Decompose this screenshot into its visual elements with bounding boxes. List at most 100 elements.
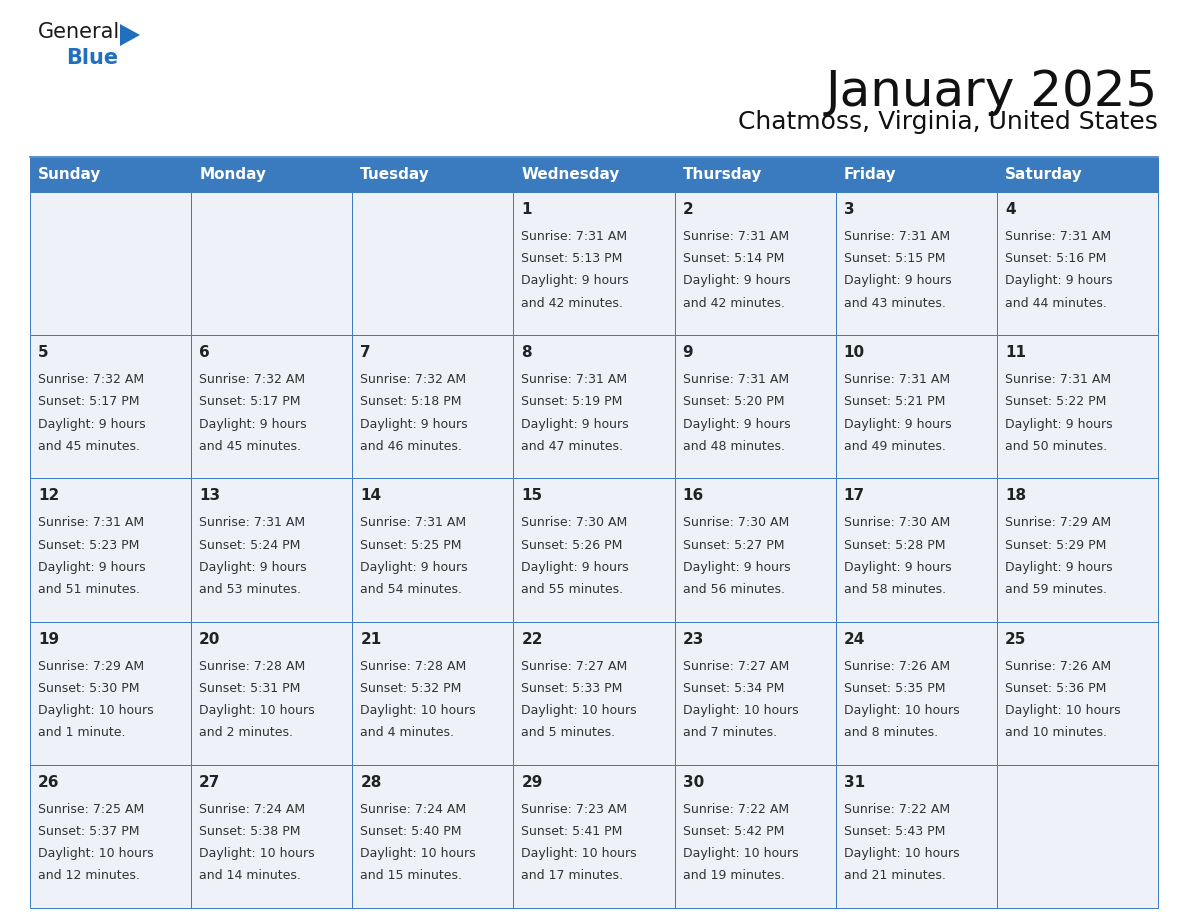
Text: Sunday: Sunday bbox=[38, 167, 101, 183]
Bar bbox=[835, 621, 997, 765]
Bar bbox=[191, 765, 353, 908]
Bar bbox=[191, 192, 353, 335]
Text: Daylight: 9 hours: Daylight: 9 hours bbox=[38, 418, 146, 431]
Text: Sunset: 5:20 PM: Sunset: 5:20 PM bbox=[683, 396, 784, 409]
Bar bbox=[675, 192, 835, 335]
Text: 27: 27 bbox=[200, 775, 221, 789]
Text: and 10 minutes.: and 10 minutes. bbox=[1005, 726, 1107, 739]
Text: Sunset: 5:29 PM: Sunset: 5:29 PM bbox=[1005, 539, 1106, 552]
Text: 3: 3 bbox=[843, 202, 854, 217]
Text: Sunrise: 7:30 AM: Sunrise: 7:30 AM bbox=[843, 516, 950, 530]
Text: Sunrise: 7:31 AM: Sunrise: 7:31 AM bbox=[38, 516, 144, 530]
Text: Sunset: 5:43 PM: Sunset: 5:43 PM bbox=[843, 825, 946, 838]
Text: 15: 15 bbox=[522, 488, 543, 503]
Bar bbox=[513, 765, 675, 908]
Bar bbox=[997, 158, 1158, 192]
Text: 10: 10 bbox=[843, 345, 865, 360]
Text: Wednesday: Wednesday bbox=[522, 167, 620, 183]
Text: Sunset: 5:17 PM: Sunset: 5:17 PM bbox=[38, 396, 139, 409]
Text: and 45 minutes.: and 45 minutes. bbox=[38, 440, 140, 453]
Bar bbox=[353, 621, 513, 765]
Text: and 8 minutes.: and 8 minutes. bbox=[843, 726, 937, 739]
Text: Daylight: 10 hours: Daylight: 10 hours bbox=[683, 704, 798, 717]
Text: Sunrise: 7:31 AM: Sunrise: 7:31 AM bbox=[1005, 230, 1111, 243]
Text: Sunset: 5:14 PM: Sunset: 5:14 PM bbox=[683, 252, 784, 265]
Text: Sunset: 5:26 PM: Sunset: 5:26 PM bbox=[522, 539, 623, 552]
Bar bbox=[997, 335, 1158, 478]
Text: Daylight: 10 hours: Daylight: 10 hours bbox=[200, 847, 315, 860]
Bar bbox=[513, 478, 675, 621]
Text: Sunrise: 7:31 AM: Sunrise: 7:31 AM bbox=[200, 516, 305, 530]
Bar bbox=[835, 158, 997, 192]
Text: Sunrise: 7:26 AM: Sunrise: 7:26 AM bbox=[1005, 659, 1111, 673]
Text: Sunset: 5:30 PM: Sunset: 5:30 PM bbox=[38, 682, 139, 695]
Text: 24: 24 bbox=[843, 632, 865, 646]
Text: Daylight: 9 hours: Daylight: 9 hours bbox=[683, 274, 790, 287]
Text: Sunset: 5:35 PM: Sunset: 5:35 PM bbox=[843, 682, 946, 695]
Text: Sunrise: 7:32 AM: Sunrise: 7:32 AM bbox=[360, 373, 467, 386]
Text: Sunrise: 7:30 AM: Sunrise: 7:30 AM bbox=[522, 516, 627, 530]
Text: 22: 22 bbox=[522, 632, 543, 646]
Text: Sunset: 5:37 PM: Sunset: 5:37 PM bbox=[38, 825, 139, 838]
Text: Sunrise: 7:24 AM: Sunrise: 7:24 AM bbox=[360, 802, 467, 816]
Text: and 59 minutes.: and 59 minutes. bbox=[1005, 583, 1107, 596]
Text: Sunset: 5:17 PM: Sunset: 5:17 PM bbox=[200, 396, 301, 409]
Text: and 14 minutes.: and 14 minutes. bbox=[200, 869, 301, 882]
Text: Sunset: 5:16 PM: Sunset: 5:16 PM bbox=[1005, 252, 1106, 265]
Text: and 56 minutes.: and 56 minutes. bbox=[683, 583, 784, 596]
Text: 7: 7 bbox=[360, 345, 371, 360]
Text: Sunrise: 7:30 AM: Sunrise: 7:30 AM bbox=[683, 516, 789, 530]
Text: Daylight: 10 hours: Daylight: 10 hours bbox=[360, 847, 476, 860]
Text: 1: 1 bbox=[522, 202, 532, 217]
Text: 29: 29 bbox=[522, 775, 543, 789]
Bar bbox=[353, 192, 513, 335]
Text: Sunset: 5:31 PM: Sunset: 5:31 PM bbox=[200, 682, 301, 695]
Text: Sunset: 5:41 PM: Sunset: 5:41 PM bbox=[522, 825, 623, 838]
Bar bbox=[675, 621, 835, 765]
Text: Sunrise: 7:22 AM: Sunrise: 7:22 AM bbox=[683, 802, 789, 816]
Text: 21: 21 bbox=[360, 632, 381, 646]
Text: Sunrise: 7:23 AM: Sunrise: 7:23 AM bbox=[522, 802, 627, 816]
Text: 18: 18 bbox=[1005, 488, 1026, 503]
Text: 30: 30 bbox=[683, 775, 703, 789]
Bar bbox=[191, 335, 353, 478]
Text: and 2 minutes.: and 2 minutes. bbox=[200, 726, 293, 739]
Text: Daylight: 9 hours: Daylight: 9 hours bbox=[843, 561, 952, 574]
Text: 14: 14 bbox=[360, 488, 381, 503]
Bar bbox=[997, 621, 1158, 765]
Text: Daylight: 9 hours: Daylight: 9 hours bbox=[200, 561, 307, 574]
Text: General: General bbox=[38, 22, 120, 42]
Text: and 55 minutes.: and 55 minutes. bbox=[522, 583, 624, 596]
Text: Sunrise: 7:31 AM: Sunrise: 7:31 AM bbox=[843, 230, 950, 243]
Text: Daylight: 10 hours: Daylight: 10 hours bbox=[683, 847, 798, 860]
Text: Sunset: 5:24 PM: Sunset: 5:24 PM bbox=[200, 539, 301, 552]
Text: and 54 minutes.: and 54 minutes. bbox=[360, 583, 462, 596]
Bar bbox=[513, 192, 675, 335]
Text: Daylight: 9 hours: Daylight: 9 hours bbox=[843, 274, 952, 287]
Text: Sunrise: 7:28 AM: Sunrise: 7:28 AM bbox=[360, 659, 467, 673]
Text: Sunrise: 7:31 AM: Sunrise: 7:31 AM bbox=[683, 373, 789, 386]
Text: 2: 2 bbox=[683, 202, 694, 217]
Text: and 42 minutes.: and 42 minutes. bbox=[683, 297, 784, 309]
Bar bbox=[997, 192, 1158, 335]
Bar bbox=[675, 478, 835, 621]
Text: Sunset: 5:36 PM: Sunset: 5:36 PM bbox=[1005, 682, 1106, 695]
Text: 28: 28 bbox=[360, 775, 381, 789]
Text: and 43 minutes.: and 43 minutes. bbox=[843, 297, 946, 309]
Text: 19: 19 bbox=[38, 632, 59, 646]
Text: and 12 minutes.: and 12 minutes. bbox=[38, 869, 140, 882]
Bar bbox=[191, 158, 353, 192]
Text: and 4 minutes.: and 4 minutes. bbox=[360, 726, 454, 739]
Bar bbox=[513, 335, 675, 478]
Bar bbox=[997, 478, 1158, 621]
Text: Sunset: 5:19 PM: Sunset: 5:19 PM bbox=[522, 396, 623, 409]
Text: Daylight: 9 hours: Daylight: 9 hours bbox=[200, 418, 307, 431]
Text: 5: 5 bbox=[38, 345, 49, 360]
Bar bbox=[353, 478, 513, 621]
Bar bbox=[675, 158, 835, 192]
Bar bbox=[997, 765, 1158, 908]
Bar bbox=[513, 158, 675, 192]
Text: Sunrise: 7:32 AM: Sunrise: 7:32 AM bbox=[200, 373, 305, 386]
Text: 16: 16 bbox=[683, 488, 703, 503]
Text: Daylight: 10 hours: Daylight: 10 hours bbox=[360, 704, 476, 717]
